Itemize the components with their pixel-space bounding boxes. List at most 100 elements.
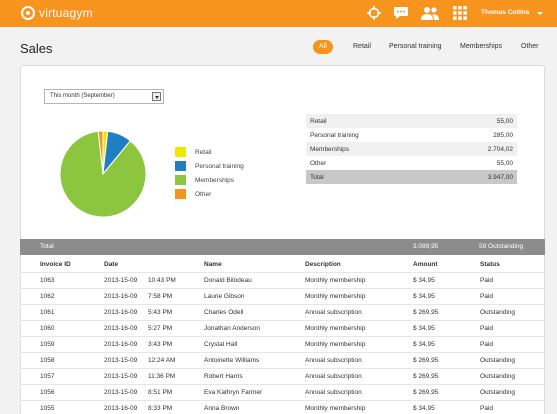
legend-swatch-retail [175,147,186,157]
logo-text: virtuagym [39,6,93,20]
summary-row-memberships: Memberships 2.704,02 [306,142,517,156]
totals-amount: 3.099,95 [413,243,439,250]
cell-date: 2013-16-09 [104,405,138,412]
summary-value: 55,00 [496,117,513,125]
user-menu[interactable]: Thomas Collins [481,9,530,16]
dropdown-arrow-icon[interactable] [152,92,161,101]
col-amount[interactable]: Amount [413,261,438,268]
cell-name: Jonathan Anderson [204,325,261,332]
cell-name: Anna Brown [204,405,240,412]
cell-description: Monthly membership [305,325,366,332]
table-row[interactable]: 1059 2013-16-09 3:43 PM Crystal Hall Monthly… [20,336,545,352]
cell-time: 3:43 PM [148,341,173,348]
summary-row-total: Total 3.947,00 [306,170,517,184]
cell-date: 2013-15-09 [104,373,138,380]
cell-status: Outstanding [480,373,516,380]
cell-description: Monthly membership [305,341,366,348]
summary-row-other: Other 55,00 [306,156,517,170]
legend-label-personal-training: Personal training [195,162,244,170]
legend-label-memberships: Memberships [195,176,235,184]
cell-time: 11:36 PM [148,373,176,380]
cell-status: Outstanding [480,389,516,396]
tab-personal-training[interactable]: Personal training [389,43,442,50]
summary-row-retail: Retail 55,00 [306,114,517,128]
cell-date: 2013-16-09 [104,309,138,316]
summary-total-label: Total [310,173,324,181]
table-row[interactable]: 1060 2013-16-09 5:27 PM Jonathan Anderson Mo… [20,320,545,336]
legend-item-retail: Retail [175,147,212,157]
cell-status: Paid [480,405,494,412]
cell-amount: $ 34,95 [413,293,435,300]
legend-item-personal-training: Personal training [175,161,244,171]
cell-invoice-id: 1057 [40,373,55,380]
table-row[interactable]: 1061 2013-16-09 5:43 PM Charles Odell Annual… [20,304,545,320]
col-description[interactable]: Description [305,261,341,268]
table-row[interactable]: 1056 2013-15-09 8:51 PM Eva Kathryn Farmer A… [20,384,545,400]
crosshair-icon[interactable] [367,6,381,22]
tab-memberships[interactable]: Memberships [460,43,503,50]
cell-description: Annual subscription [305,389,362,396]
sales-pie-chart [59,130,147,218]
cell-invoice-id: 1055 [40,405,55,412]
cell-time: 8:51 PM [148,389,173,396]
summary-label: Retail [310,117,327,125]
cell-amount: $ 269,95 [413,309,439,316]
logo-icon [21,6,35,20]
summary-value: 285,00 [493,131,513,139]
cell-description: Annual subscription [305,357,362,364]
legend-label-retail: Retail [195,148,212,156]
cell-name: Robert Harris [204,373,243,380]
logo[interactable]: virtuagym [21,6,93,20]
summary-row-personal-training: Personal training 285,00 [306,128,517,142]
cell-description: Monthly membership [305,405,366,412]
chat-icon[interactable] [393,6,409,22]
col-status[interactable]: Status [480,261,500,268]
cell-time: 7:58 PM [148,293,173,300]
invoice-totals-bar: Total 3.099,95 59 Outstanding [20,239,545,255]
cell-invoice-id: 1061 [40,309,55,316]
cell-name: Charles Odell [204,309,244,316]
cell-status: Outstanding [480,309,516,316]
col-invoice-id[interactable]: Invoice ID [40,261,71,268]
table-row[interactable]: 1057 2013-15-09 11:36 PM Robert Harris Annua… [20,368,545,384]
page-title: Sales [20,41,53,56]
pie-slice-memberships [59,130,147,218]
cell-date: 2013-15-09 [104,357,138,364]
table-row[interactable]: 1062 2013-16-09 7:58 PM Laurie Gibson Monthl… [20,288,545,304]
grid-icon[interactable] [453,6,467,22]
cell-time: 10:43 PM [148,277,176,284]
summary-value: 55,00 [496,159,513,167]
col-name[interactable]: Name [204,261,222,268]
period-select[interactable]: This month (September) [44,89,164,104]
summary-label: Memberships [310,145,350,153]
table-row[interactable]: 1063 2013-15-09 10:43 PM Donald Bilodeau Mon… [20,272,545,288]
cell-name: Eva Kathryn Farmer [204,389,263,396]
cell-description: Annual subscription [305,373,362,380]
users-icon[interactable] [420,6,440,22]
chevron-down-icon[interactable] [537,12,543,15]
cell-time: 5:27 PM [148,325,173,332]
cell-date: 2013-15-09 [104,389,138,396]
cell-name: Donald Bilodeau [204,277,252,284]
cell-name: Crystal Hall [204,341,238,348]
cell-time: 8:33 PM [148,405,173,412]
legend-item-other: Other [175,189,211,199]
cell-status: Paid [480,277,494,284]
cell-time: 12:24 AM [148,357,176,364]
cell-invoice-id: 1059 [40,341,55,348]
col-date[interactable]: Date [104,261,119,268]
cell-status: Outstanding [480,357,516,364]
tab-other[interactable]: Other [521,43,539,50]
tab-all[interactable]: All [313,40,333,54]
legend-swatch-other [175,189,186,199]
cell-date: 2013-16-09 [104,341,138,348]
cell-description: Monthly membership [305,293,366,300]
cell-amount: $ 34,95 [413,325,435,332]
totals-label: Total [40,243,54,250]
table-row[interactable]: 1055 2013-16-09 8:33 PM Anna Brown Monthly m… [20,400,545,414]
cell-invoice-id: 1063 [40,277,55,284]
table-row[interactable]: 1058 2013-15-09 12:24 AM Antoinette William… [20,352,545,368]
cell-amount: $ 34,95 [413,277,435,284]
cell-description: Annual subscription [305,309,362,316]
tab-retail[interactable]: Retail [353,43,371,50]
